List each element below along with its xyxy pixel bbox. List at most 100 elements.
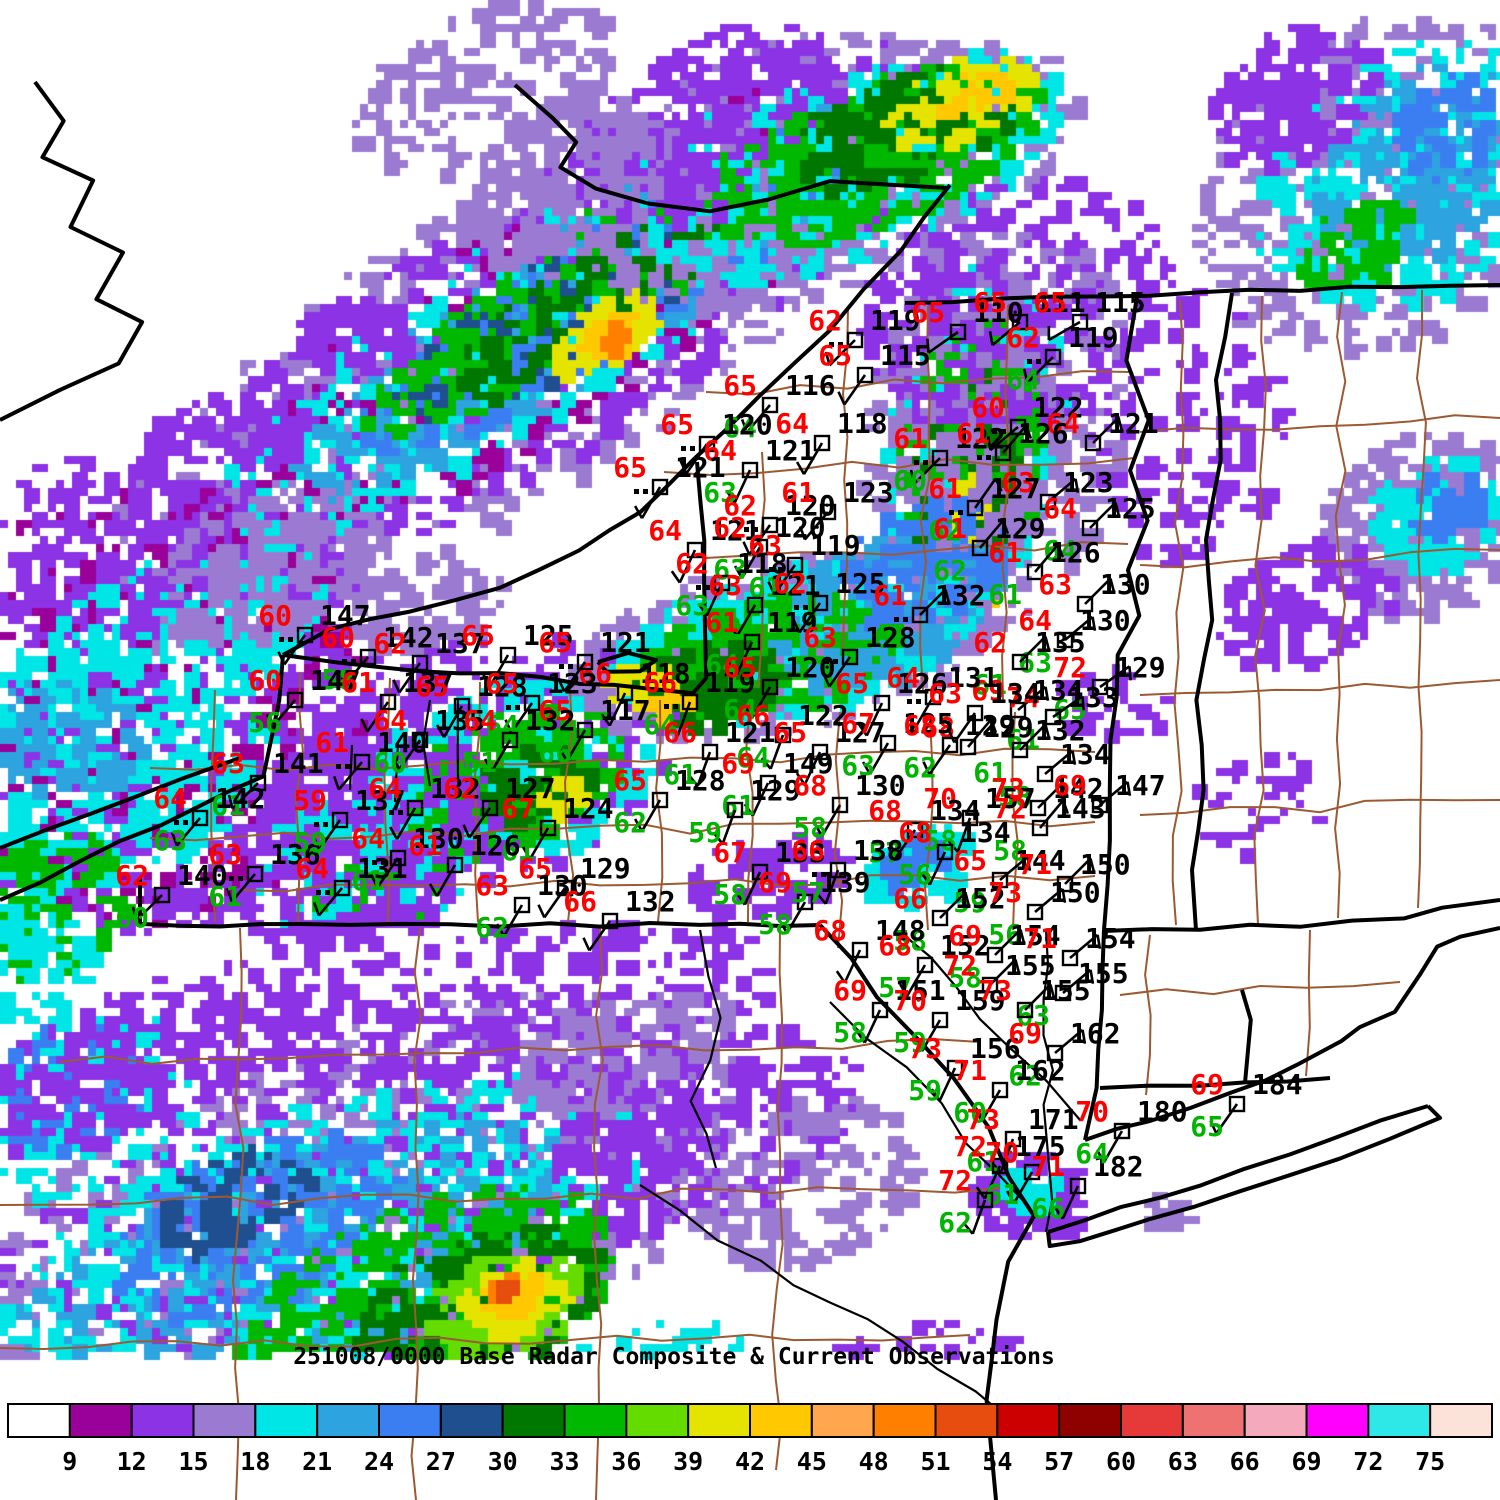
wind-barb (920, 872, 931, 886)
wind-barb (795, 461, 806, 475)
county-boundary (757, 451, 766, 689)
present-weather-icon (903, 617, 908, 622)
station-marker (539, 819, 557, 837)
wind-barb (1099, 780, 1129, 806)
station-marker (924, 688, 942, 706)
wind-barb (312, 901, 321, 917)
temperature-value: 73 (908, 1032, 942, 1065)
station-marker (949, 323, 967, 341)
temperature-value: 61 (928, 472, 962, 505)
present-weather-icon (351, 659, 356, 664)
station-marker (751, 863, 769, 881)
temperature-value: 65 (973, 286, 1007, 319)
wind-barb (1022, 368, 1029, 383)
wind-barb (1061, 799, 1070, 815)
dewpoint-value: 64 (723, 411, 757, 444)
pressure-value: 142 (215, 782, 266, 815)
station-plot: 59 59 137 (293, 784, 405, 859)
temperature-value: 62 (973, 626, 1007, 659)
station-marker (851, 941, 869, 959)
station-marker (761, 678, 779, 696)
river-road-line (829, 1001, 1031, 1209)
colorbar-swatch (563, 1403, 628, 1438)
station-marker (991, 871, 1009, 889)
present-weather-icon (838, 342, 843, 347)
colorbar-label: 57 (1044, 1447, 1074, 1476)
temperature-value: 63 (928, 677, 962, 710)
wind-barb (979, 519, 1005, 549)
present-weather-icon (1001, 429, 1006, 434)
state-boundary (1046, 1104, 1442, 1248)
dewpoint-value: 64 (705, 648, 739, 681)
present-weather-icon (803, 605, 808, 610)
wind-barb (795, 772, 806, 786)
dewpoint-value: 59 (893, 1026, 927, 1059)
temperature-value: 65 (953, 844, 987, 877)
pressure-value: 127 (505, 772, 556, 805)
wind-barb (398, 739, 422, 771)
wind-barb (1054, 1028, 1084, 1054)
present-weather-icon (643, 489, 648, 494)
county-boundary (1139, 798, 1500, 816)
county-boundary (1144, 934, 1152, 1096)
dewpoint-value: 58 (833, 1016, 867, 1049)
station-marker (811, 743, 829, 761)
wind-barb (938, 1067, 957, 1102)
pressure-value: 132 (430, 772, 481, 805)
station-marker (246, 865, 264, 883)
wind-barb (988, 331, 994, 346)
pressure-value: 184 (1252, 1068, 1303, 1101)
pressure-value: 130 (1080, 604, 1131, 637)
pressure-value: 131 (948, 661, 999, 694)
station-marker (936, 843, 954, 861)
wind-barb (428, 883, 439, 897)
temperature-value: 65 (773, 716, 807, 749)
station-plot: 65 64 120 (723, 651, 835, 726)
wind-barb (697, 603, 708, 617)
present-weather-icon (345, 764, 350, 769)
present-weather-icon (977, 455, 982, 460)
wind-barb (909, 469, 916, 484)
station-marker (981, 976, 999, 994)
wind-barb (175, 817, 201, 847)
wind-barb (843, 949, 862, 984)
colorbar-swatch (810, 1403, 875, 1438)
pressure-value: 129 (983, 711, 1034, 744)
dewpoint-value: 58 (793, 811, 827, 844)
present-weather-icon (894, 617, 899, 622)
pressure-value: 132 (525, 704, 576, 737)
station-plot: 63 128 (803, 621, 916, 688)
wind-barb (944, 589, 951, 604)
wind-barb (667, 724, 679, 737)
station-plot: 65 66 117 (538, 694, 650, 769)
county-boundary (1139, 414, 1500, 433)
wind-barb (861, 761, 872, 775)
dewpoint-value: 61 (351, 864, 385, 897)
present-weather-icon (183, 820, 188, 825)
pressure-value: 152 (955, 882, 1006, 915)
wind-barb (857, 723, 868, 737)
station-marker (726, 801, 744, 819)
state-boundary (282, 456, 697, 657)
station-plot: 66 64 122 (736, 699, 848, 774)
wind-barb (435, 864, 457, 897)
station-plot: 69 58 151 (833, 974, 945, 1049)
station-marker (813, 434, 831, 452)
station-plot: 60 147 (258, 599, 371, 666)
colorbar-swatch (1181, 1403, 1246, 1438)
temperature-value: 71 (953, 1054, 987, 1087)
temperature-value: 68 (813, 914, 847, 947)
temperature-value: 61 (956, 417, 990, 450)
wind-barb (230, 873, 256, 903)
colorbar-label: 39 (673, 1447, 703, 1476)
wind-barb (495, 923, 506, 937)
wind-barb (1047, 477, 1077, 503)
wind-barb (633, 818, 644, 832)
station-marker (1026, 563, 1044, 581)
colorbar-swatch (687, 1403, 752, 1438)
colorbar-swatch (316, 1403, 380, 1438)
wind-barb (557, 678, 566, 693)
